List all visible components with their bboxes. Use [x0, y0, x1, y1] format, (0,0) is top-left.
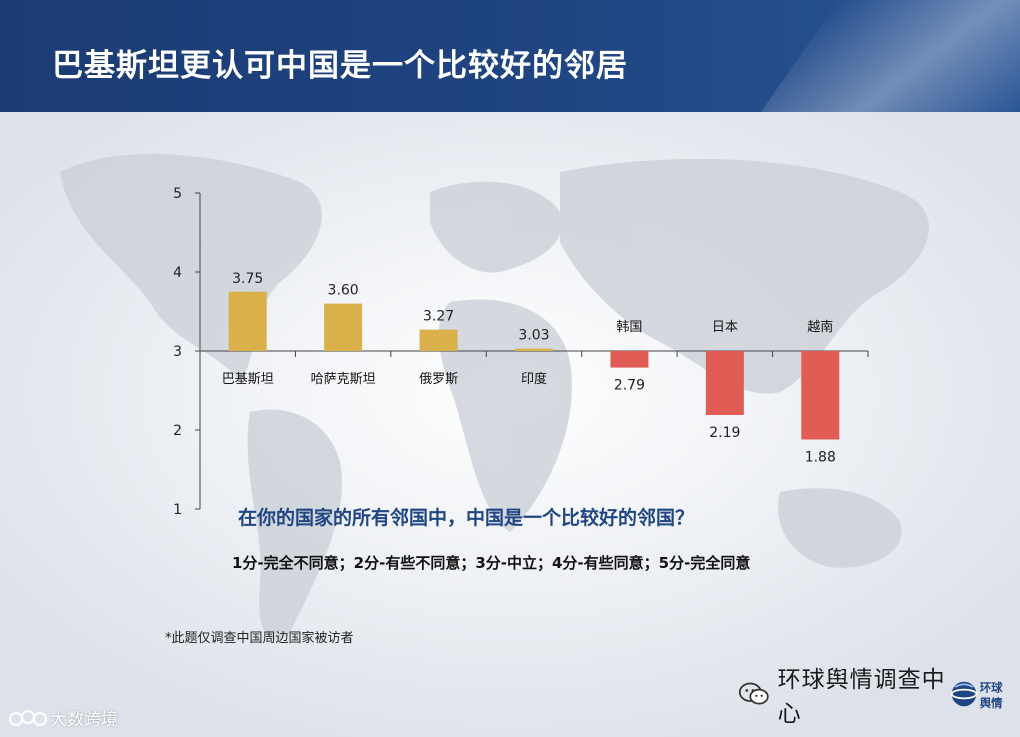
category-label: 越南 [807, 319, 833, 335]
category-label: 俄罗斯 [419, 372, 458, 387]
bar [610, 351, 649, 368]
svg-text:环球: 环球 [980, 680, 1003, 694]
brand-name: 环球舆情调查中心 [777, 667, 946, 727]
category-label: 日本 [712, 320, 738, 335]
category-label: 巴基斯坦 [222, 372, 274, 387]
brand-signature: 环球舆情调查中心 环球 舆情 [738, 667, 1020, 727]
data-label: 3.75 [232, 271, 263, 287]
data-label: 3.03 [518, 328, 549, 344]
svg-text:舆情: 舆情 [980, 696, 1003, 710]
header-banner: 巴基斯坦更认可中国是一个比较好的邻居 [0, 0, 1020, 112]
wechat-icon [738, 682, 769, 705]
watermark-logo-icon [9, 709, 47, 726]
data-label: 1.88 [805, 449, 836, 465]
bar [515, 348, 553, 351]
category-label: 韩国 [616, 320, 642, 335]
y-tick-label: 4 [173, 265, 182, 281]
category-label: 哈萨克斯坦 [311, 372, 376, 387]
brand-logo: 环球 舆情 [950, 680, 1003, 710]
data-label: 3.60 [328, 283, 359, 299]
scale-legend: 1分-完全不同意；2分-有些不同意；3分-中立；4分-有些同意；5分-完全同意 [232, 554, 751, 572]
bar [228, 291, 267, 351]
y-tick-label: 3 [173, 344, 182, 360]
bar [705, 351, 744, 415]
watermark: 大数跨境 [8, 705, 118, 730]
bar [801, 351, 840, 440]
watermark-text: 大数跨境 [50, 710, 118, 730]
page-title: 巴基斯坦更认可中国是一个比较好的邻居 [52, 48, 628, 84]
y-tick-label: 1 [173, 502, 182, 518]
category-label: 印度 [521, 371, 547, 387]
data-label: 3.27 [423, 309, 454, 325]
footnote: *此题仅调查中国周边国家被访者 [165, 631, 354, 646]
data-label: 2.19 [709, 425, 740, 441]
survey-question: 在你的国家的所有邻国中，中国是一个比较好的邻国？ [238, 507, 695, 529]
bar [419, 329, 458, 351]
y-tick-label: 2 [173, 423, 182, 439]
bar [324, 303, 363, 351]
y-tick-label: 5 [173, 186, 182, 202]
data-label: 2.79 [614, 378, 645, 394]
